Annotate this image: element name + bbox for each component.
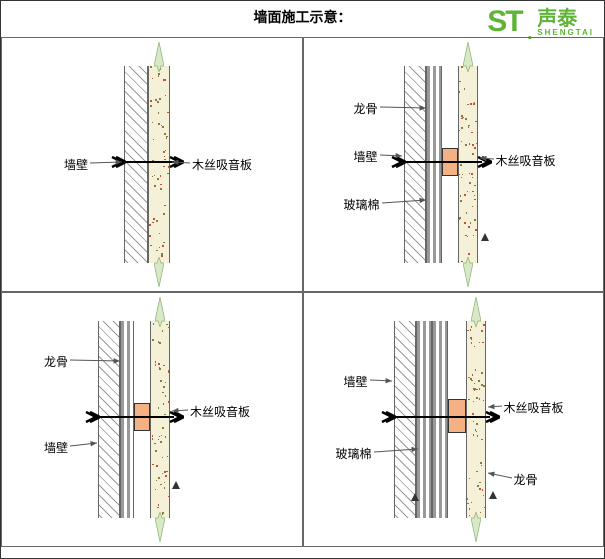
label-glass_wool: 玻璃棉 (336, 445, 372, 462)
spike-icon (463, 257, 473, 287)
label-stud: 龙骨 (44, 353, 68, 370)
wall-layer-hatch (404, 60, 426, 269)
spike-icon (471, 512, 481, 542)
label-stud: 龙骨 (354, 100, 378, 117)
spike-icon (155, 297, 165, 327)
wall-layer-speck (466, 315, 486, 524)
fastener-bar (390, 416, 490, 418)
label-wall: 墙壁 (344, 373, 368, 390)
spike-icon (154, 257, 164, 287)
wall-layer-fiber (432, 315, 448, 524)
torn-edge (122, 263, 172, 271)
logo-text: 声泰 SHENGTAI (537, 9, 594, 37)
fastener-bar (120, 161, 174, 163)
wall-layer-speck (458, 60, 478, 269)
fastener-bar (400, 161, 482, 163)
diagram-grid: 墙壁木丝吸音板 龙骨墙壁玻璃棉木丝吸音板 龙骨墙壁木丝吸音板 墙壁玻璃棉木丝吸音… (1, 37, 604, 547)
diagram-panel-4: 墙壁玻璃棉 木丝吸音板龙骨 (303, 292, 605, 547)
label-wood_wool: 木丝吸音板 (190, 403, 250, 420)
marker-triangle (481, 233, 489, 241)
diagram-panel-3: 龙骨墙壁 木丝吸音板 (1, 292, 303, 547)
label-wall: 墙壁 (64, 156, 88, 173)
marker-triangle (172, 481, 180, 489)
wall-layer-speck (150, 315, 170, 524)
brand-logo: ST . 声泰 SHENGTAI (487, 5, 594, 41)
label-wood_wool: 木丝吸音板 (496, 152, 556, 169)
label-stud: 龙骨 (514, 471, 538, 488)
wall-layer-speck (148, 60, 170, 269)
label-wood_wool: 木丝吸音板 (504, 399, 564, 416)
logo-monogram: ST . (487, 5, 533, 41)
label-wood_wool: 木丝吸音板 (192, 156, 252, 173)
wall-layer-hatch (98, 315, 120, 524)
label-glass_wool: 玻璃棉 (344, 196, 380, 213)
spike-icon (471, 297, 481, 327)
wall-layer-hatch (124, 60, 148, 269)
torn-edge (122, 58, 172, 66)
marker-triangle (489, 491, 497, 499)
spike-icon (463, 42, 473, 72)
spike-icon (154, 42, 164, 72)
label-wall: 墙壁 (44, 439, 68, 456)
logo-brand-pinyin: SHENGTAI (537, 29, 594, 37)
wall-layer-fiber (120, 315, 134, 524)
marker-triangle (411, 493, 419, 501)
diagram-panel-2: 龙骨墙壁玻璃棉 木丝吸音板 (303, 37, 605, 292)
wall-layer-fiber (426, 60, 442, 269)
logo-brand-zh: 声泰 (537, 9, 594, 29)
label-wall: 墙壁 (354, 148, 378, 165)
spike-icon (155, 512, 165, 542)
fastener-bar (94, 416, 174, 418)
logo-st: ST (487, 5, 521, 39)
diagram-panel-1: 墙壁 木丝吸音板 (1, 37, 303, 292)
